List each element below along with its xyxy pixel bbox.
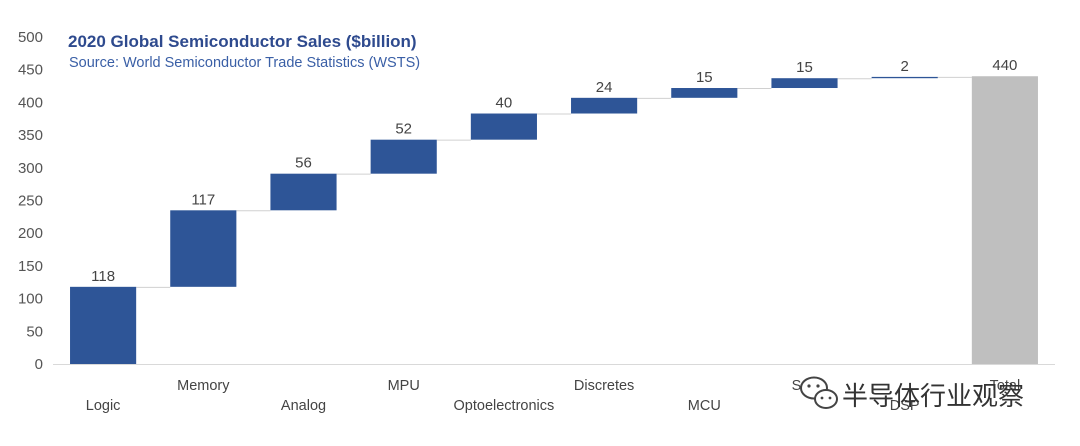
category-label: Total — [990, 378, 1021, 394]
bar-optoelectronics — [470, 113, 537, 140]
data-label: 440 — [992, 57, 1017, 74]
data-label: 15 — [696, 69, 713, 86]
data-label: 118 — [91, 268, 115, 285]
data-label: 56 — [295, 155, 312, 172]
y-axis: 0 50 100 150 200 250 300 350 400 450 500 — [18, 29, 1055, 373]
category-label: MCU — [688, 398, 721, 414]
y-tick-label: 300 — [18, 160, 43, 177]
bar-discretes — [571, 97, 638, 114]
category-label: DSP — [890, 398, 920, 414]
category-label: Analog — [281, 398, 326, 414]
watermark-text: 半导体行业观察 — [842, 382, 1024, 412]
watermark: 半导体行业观察 — [800, 376, 1024, 412]
data-label: 15 — [796, 59, 813, 76]
chart-subtitle: Source: World Semiconductor Trade Statis… — [69, 55, 420, 71]
y-tick-label: 0 — [35, 356, 43, 373]
y-tick-label: 250 — [18, 193, 43, 210]
connector-lines — [136, 76, 972, 288]
bar-logic — [70, 286, 137, 364]
y-tick-label: 50 — [26, 323, 43, 340]
y-tick-label: 350 — [18, 127, 43, 144]
data-label: 2 — [901, 58, 909, 75]
bar-mpu — [370, 139, 437, 174]
category-label: MPU — [388, 378, 420, 394]
y-tick-label: 100 — [18, 291, 43, 308]
category-label: Logic — [86, 398, 121, 414]
bar-analog — [270, 173, 337, 211]
data-label: 52 — [395, 121, 412, 138]
bars — [70, 76, 1038, 365]
data-label: 40 — [496, 95, 513, 112]
data-label: 24 — [596, 79, 613, 96]
bar-sensors — [771, 78, 838, 89]
category-label: Discretes — [574, 378, 634, 394]
y-tick-label: 400 — [18, 94, 43, 111]
category-label: Memory — [177, 378, 230, 394]
bar-mcu — [671, 88, 738, 98]
chart-title: 2020 Global Semiconductor Sales ($billio… — [68, 32, 417, 51]
bar-dsp — [871, 76, 938, 79]
category-label: Optoelectronics — [454, 398, 555, 414]
data-label: 117 — [191, 191, 215, 208]
bar-total — [971, 76, 1038, 365]
data-labels: 118 117 56 52 40 24 15 15 2 440 — [91, 57, 1017, 285]
bar-memory — [170, 210, 237, 287]
y-tick-label: 450 — [18, 62, 43, 79]
y-tick-label: 500 — [18, 29, 43, 46]
y-tick-label: 200 — [18, 225, 43, 242]
y-tick-label: 150 — [18, 258, 43, 275]
wechat-icon — [800, 376, 838, 409]
